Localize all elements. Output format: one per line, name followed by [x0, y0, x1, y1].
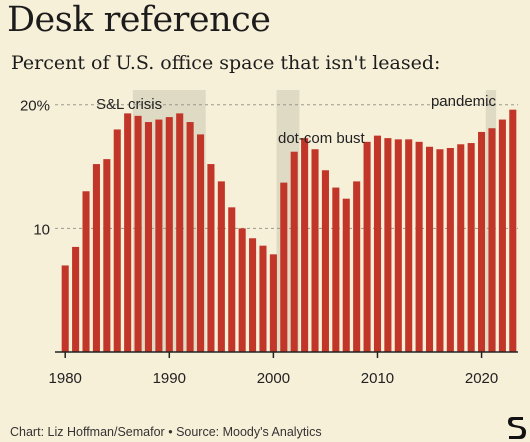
bar-2021 — [488, 128, 496, 352]
bar-2006 — [332, 187, 340, 352]
bar-1993 — [196, 134, 205, 352]
bar-2004 — [311, 149, 319, 352]
bar-2012 — [394, 139, 402, 352]
footer-source-text: Source: Moody's Analytics — [176, 425, 322, 439]
bar-2008 — [353, 181, 361, 352]
semafor-s-logo-icon — [508, 417, 526, 439]
bar-2002 — [290, 151, 298, 352]
bar-1994 — [207, 164, 215, 352]
bar-1980 — [61, 265, 69, 352]
bar-2014 — [415, 141, 423, 352]
bar-2019 — [467, 143, 475, 352]
y-tick-label-1: 20% — [20, 98, 50, 115]
bar-2000 — [269, 254, 277, 352]
bar-1995 — [217, 181, 225, 352]
bar-1990 — [165, 117, 173, 352]
x-tick-label-2: 2000 — [257, 370, 290, 387]
bar-2001 — [280, 182, 288, 352]
chart-subtitle: Percent of U.S. office space that isn't … — [11, 52, 441, 74]
bar-2007 — [342, 198, 350, 352]
bar-1992 — [186, 122, 194, 352]
x-tick-label-3: 2010 — [361, 370, 394, 387]
bar-2016 — [436, 149, 444, 352]
bar-2013 — [405, 139, 413, 352]
bar-1986 — [124, 113, 132, 352]
annotation-label-1: dot-com bust — [278, 130, 366, 147]
bar-1983 — [92, 164, 100, 352]
annotation-label-2: pandemic — [431, 93, 497, 110]
bar-1998 — [249, 238, 257, 352]
bar-1987 — [134, 115, 142, 352]
y-tick-label-0: 10 — [33, 221, 50, 238]
bar-1988 — [144, 122, 153, 352]
bar-1991 — [176, 113, 184, 352]
bar-2015 — [425, 146, 434, 352]
x-tick-label-1: 1990 — [153, 370, 186, 387]
bar-2017 — [446, 148, 454, 352]
bar-1985 — [113, 129, 121, 352]
footer-separator: • — [168, 425, 173, 439]
bar-1989 — [155, 119, 163, 353]
x-tick-label-0: 1980 — [49, 370, 82, 387]
bar-2009 — [363, 141, 371, 352]
footer-credit: Chart: Liz Hoffman/Semafor • Source: Moo… — [10, 425, 322, 439]
bar-2022 — [498, 119, 506, 353]
bar-1982 — [82, 191, 90, 352]
bar-1996 — [228, 207, 236, 352]
x-tick-label-4: 2020 — [465, 370, 498, 387]
bar-2003 — [301, 138, 309, 352]
bar-2018 — [457, 144, 465, 352]
bar-chart: 10 20% 1980 1990 2000 2010 2020 S&L crisis dot-c… — [20, 90, 518, 387]
bar-1981 — [72, 246, 80, 352]
bar-2010 — [373, 135, 382, 352]
bar-1997 — [238, 228, 246, 352]
bar-2005 — [321, 170, 329, 352]
bar-2023 — [509, 109, 517, 352]
bar-2011 — [384, 138, 392, 352]
bar-1999 — [259, 245, 267, 352]
bar-1984 — [103, 159, 111, 352]
chart-title: Desk reference — [7, 0, 271, 40]
bar-2020 — [478, 131, 486, 352]
annotation-label-0: S&L crisis — [96, 96, 162, 113]
footer-credit-text: Chart: Liz Hoffman/Semafor — [10, 425, 165, 439]
